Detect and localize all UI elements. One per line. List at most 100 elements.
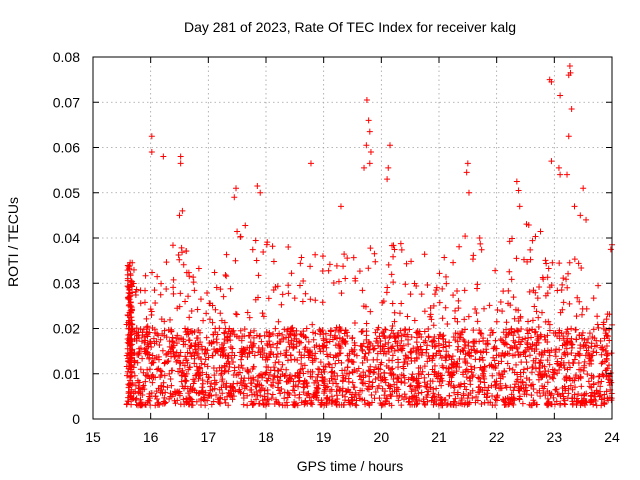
data-point bbox=[247, 339, 254, 346]
data-point bbox=[454, 318, 461, 325]
data-point bbox=[446, 392, 453, 399]
data-point bbox=[512, 351, 519, 358]
data-point bbox=[517, 315, 524, 322]
data-point bbox=[384, 395, 391, 402]
data-point bbox=[425, 388, 432, 395]
data-point bbox=[381, 376, 388, 383]
data-point bbox=[454, 346, 461, 353]
data-point bbox=[349, 379, 356, 386]
data-point bbox=[504, 395, 511, 402]
data-point bbox=[439, 377, 446, 384]
data-point bbox=[333, 401, 340, 408]
data-point bbox=[424, 391, 431, 398]
data-point bbox=[320, 343, 327, 350]
data-point bbox=[470, 252, 477, 259]
data-point bbox=[352, 401, 359, 408]
data-point bbox=[554, 333, 561, 340]
data-point bbox=[465, 189, 472, 196]
data-point bbox=[355, 391, 362, 398]
data-point bbox=[493, 381, 500, 388]
data-point bbox=[477, 240, 484, 247]
x-tick-label: 21 bbox=[431, 429, 447, 445]
data-point bbox=[161, 372, 168, 379]
data-point bbox=[499, 371, 506, 378]
data-point bbox=[468, 352, 475, 359]
data-point bbox=[606, 337, 613, 344]
data-point bbox=[445, 381, 452, 388]
data-point bbox=[359, 287, 366, 294]
data-point bbox=[213, 284, 220, 291]
data-point bbox=[546, 361, 553, 368]
data-point bbox=[188, 308, 195, 315]
data-point bbox=[222, 383, 229, 390]
data-point bbox=[272, 359, 279, 366]
data-point bbox=[188, 353, 195, 360]
data-point bbox=[559, 306, 566, 313]
data-point bbox=[398, 300, 405, 307]
data-point bbox=[218, 378, 225, 385]
data-point bbox=[320, 337, 327, 344]
data-point bbox=[162, 389, 169, 396]
data-point bbox=[459, 328, 466, 335]
data-point bbox=[603, 343, 610, 350]
data-point bbox=[336, 324, 343, 331]
data-point bbox=[509, 400, 516, 407]
data-point bbox=[504, 360, 511, 367]
data-point bbox=[440, 344, 447, 351]
data-point bbox=[291, 387, 298, 394]
data-point bbox=[588, 397, 595, 404]
data-point bbox=[176, 256, 183, 263]
data-point bbox=[276, 330, 283, 337]
data-point bbox=[277, 390, 284, 397]
data-point bbox=[244, 354, 251, 361]
data-point bbox=[332, 376, 339, 383]
data-point bbox=[563, 373, 570, 380]
data-point bbox=[390, 253, 397, 260]
data-point bbox=[333, 353, 340, 360]
data-point bbox=[418, 371, 425, 378]
data-point bbox=[169, 367, 176, 374]
data-point bbox=[255, 349, 262, 356]
data-point bbox=[279, 361, 286, 368]
data-point bbox=[288, 375, 295, 382]
data-point bbox=[424, 398, 431, 405]
data-point bbox=[218, 371, 225, 378]
data-point bbox=[409, 371, 416, 378]
data-point bbox=[257, 189, 264, 196]
data-point bbox=[544, 357, 551, 364]
data-point bbox=[140, 382, 147, 389]
data-point bbox=[199, 369, 206, 376]
data-point bbox=[584, 371, 591, 378]
data-point bbox=[507, 384, 514, 391]
data-point bbox=[571, 377, 578, 384]
data-point bbox=[472, 349, 479, 356]
data-point bbox=[127, 282, 134, 289]
data-point bbox=[190, 279, 197, 286]
data-point bbox=[506, 268, 513, 275]
data-point bbox=[135, 389, 142, 396]
data-point bbox=[429, 343, 436, 350]
data-point bbox=[467, 363, 474, 370]
y-tick-label: 0.06 bbox=[53, 140, 80, 156]
data-point bbox=[170, 342, 177, 349]
data-point bbox=[308, 352, 315, 359]
data-point bbox=[187, 395, 194, 402]
data-point bbox=[349, 391, 356, 398]
data-point bbox=[494, 306, 501, 313]
data-point bbox=[124, 335, 131, 342]
data-point bbox=[222, 399, 229, 406]
data-point bbox=[136, 348, 143, 355]
data-point bbox=[205, 354, 212, 361]
y-tick-label: 0.01 bbox=[53, 366, 80, 382]
data-point bbox=[491, 357, 498, 364]
data-point bbox=[497, 336, 504, 343]
data-point bbox=[313, 342, 320, 349]
data-point bbox=[517, 369, 524, 376]
data-point bbox=[430, 302, 437, 309]
data-point bbox=[419, 368, 426, 375]
data-point bbox=[590, 295, 597, 302]
data-point bbox=[143, 315, 150, 322]
data-point bbox=[519, 400, 526, 407]
data-point bbox=[321, 390, 328, 397]
data-point bbox=[342, 340, 349, 347]
